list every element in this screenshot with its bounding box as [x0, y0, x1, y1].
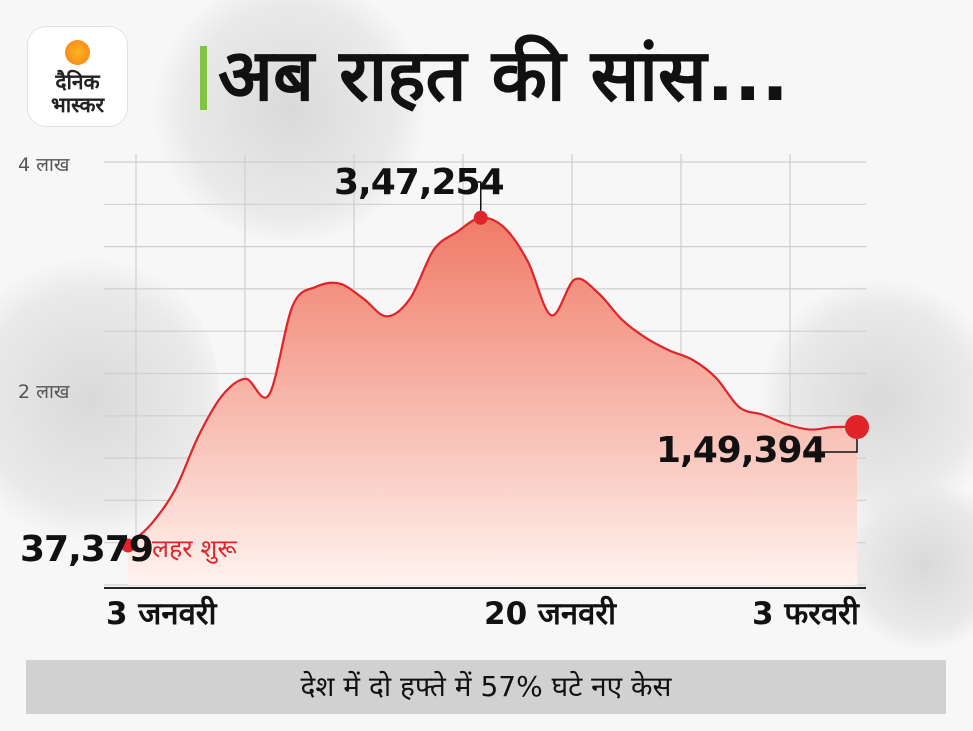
latest-value-label: 1,49,394 [656, 430, 827, 471]
start-value-label: 37,379 [20, 529, 154, 570]
series-line [127, 216, 858, 547]
peak-leader-line [476, 181, 482, 211]
latest-point-marker [845, 415, 869, 440]
headline: अब राहत की सांस... [218, 33, 789, 117]
x-tick-label-jan3: 3 जनवरी [106, 596, 217, 632]
peak-point-marker [473, 210, 488, 225]
x-tick-label-jan20: 20 जनवरी [484, 596, 617, 632]
brand-line1: दैनिक [55, 70, 100, 94]
brand-logo: दैनिक भास्कर [28, 27, 127, 126]
start-point-marker [121, 538, 135, 553]
footer-caption: देश में दो हफ्ते में 57% घटे नए केस [26, 660, 946, 714]
y-tick-label-2lakh: 2 लाख [18, 381, 70, 403]
background-virus-shape [150, 0, 430, 240]
sun-icon [65, 40, 90, 65]
latest-leader-line [806, 439, 858, 453]
x-tick-label-feb3: 3 फरवरी [752, 596, 859, 632]
area-fill [128, 217, 857, 585]
y-tick-label-4lakh: 4 लाख [18, 154, 70, 176]
wave-start-label: लहर शुरू [152, 534, 237, 563]
title-accent-bar [200, 46, 207, 110]
background-virus-shape [840, 480, 973, 650]
brand-line2: भास्कर [50, 93, 105, 117]
peak-value-label: 3,47,254 [334, 162, 505, 203]
